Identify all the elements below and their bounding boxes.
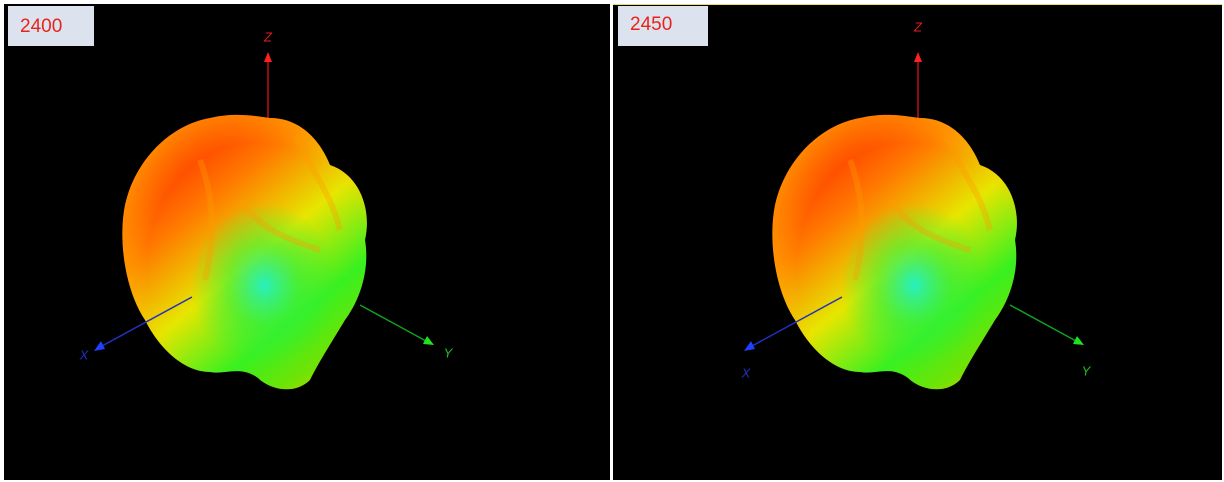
axis-label: Z	[263, 29, 273, 44]
axis-label: X	[741, 365, 752, 380]
frequency-label: 2400	[20, 16, 62, 37]
axis-label: Z	[913, 19, 923, 34]
axis-label: Y	[1082, 363, 1092, 378]
frequency-label: 2450	[630, 14, 672, 35]
label-box	[8, 6, 94, 46]
axis-label: Y	[444, 345, 454, 360]
label-box	[618, 6, 708, 46]
axis-label: X	[79, 347, 90, 362]
